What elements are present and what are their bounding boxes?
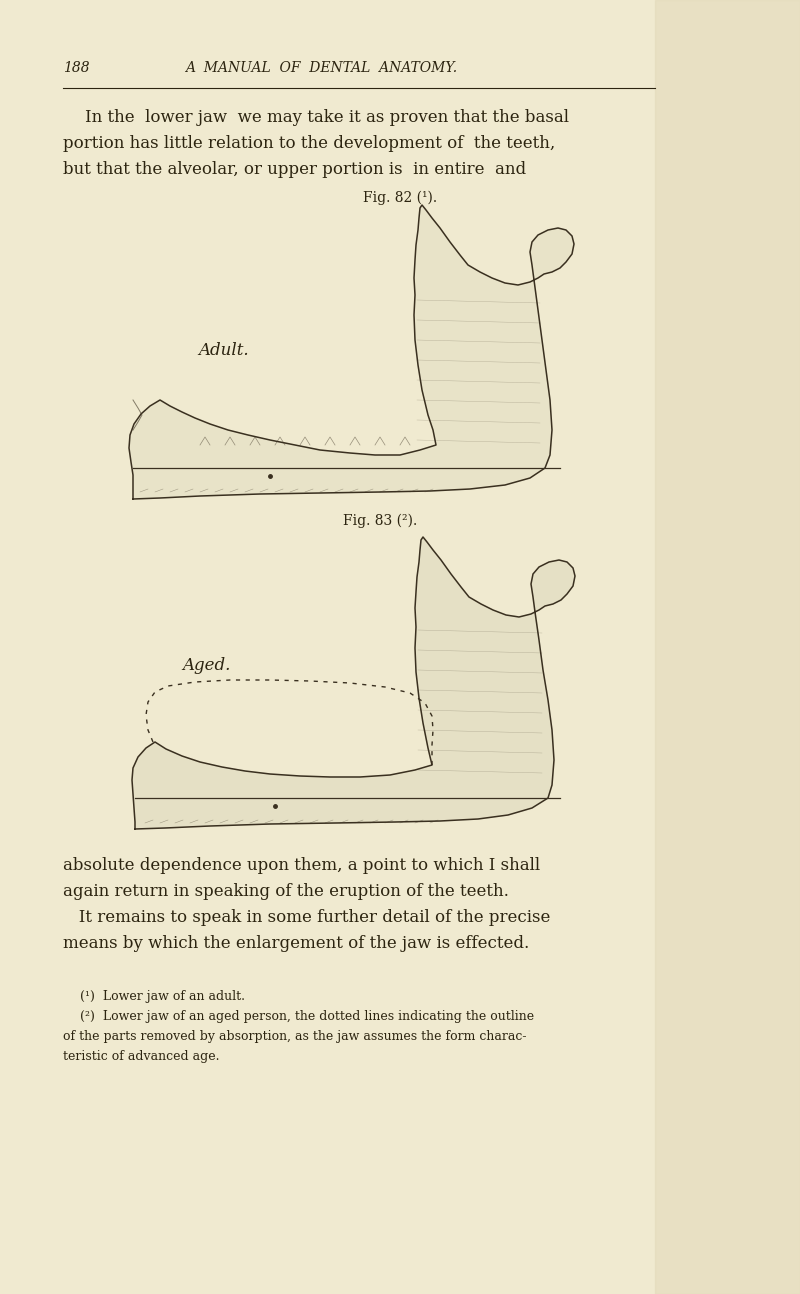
Text: In the  lower jaw  we may take it as proven that the basal: In the lower jaw we may take it as prove…	[85, 109, 569, 126]
Text: (²)  Lower jaw of an aged person, the dotted lines indicating the outline: (²) Lower jaw of an aged person, the dot…	[80, 1011, 534, 1024]
Polygon shape	[129, 204, 574, 499]
Text: teristic of advanced age.: teristic of advanced age.	[63, 1049, 219, 1062]
Text: again return in speaking of the eruption of the teeth.: again return in speaking of the eruption…	[63, 883, 509, 901]
Text: 188: 188	[63, 61, 90, 75]
Text: Adult.: Adult.	[198, 342, 249, 358]
Text: It remains to speak in some further detail of the precise: It remains to speak in some further deta…	[63, 908, 550, 927]
Text: Fig. 82 (¹).: Fig. 82 (¹).	[363, 190, 437, 204]
Text: portion has little relation to the development of  the teeth,: portion has little relation to the devel…	[63, 135, 555, 151]
Text: but that the alveolar, or upper portion is  in entire  and: but that the alveolar, or upper portion …	[63, 160, 526, 179]
Polygon shape	[132, 537, 575, 829]
Text: absolute dependence upon them, a point to which I shall: absolute dependence upon them, a point t…	[63, 857, 540, 873]
Bar	[655, 0, 800, 1294]
Text: (¹)  Lower jaw of an adult.: (¹) Lower jaw of an adult.	[80, 990, 245, 1003]
Text: Aged.: Aged.	[182, 657, 230, 674]
Text: means by which the enlargement of the jaw is effected.: means by which the enlargement of the ja…	[63, 936, 530, 952]
Text: of the parts removed by absorption, as the jaw assumes the form charac-: of the parts removed by absorption, as t…	[63, 1030, 526, 1043]
Text: Fig. 83 (²).: Fig. 83 (²).	[343, 514, 417, 528]
Text: A  MANUAL  OF  DENTAL  ANATOMY.: A MANUAL OF DENTAL ANATOMY.	[185, 61, 457, 75]
